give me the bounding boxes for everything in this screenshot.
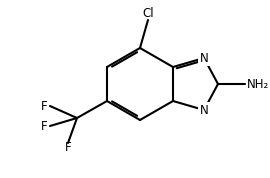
Text: Cl: Cl (142, 7, 154, 20)
Text: N: N (200, 103, 208, 116)
Text: NH₂: NH₂ (247, 77, 269, 90)
Text: F: F (65, 141, 71, 154)
Text: N: N (200, 51, 208, 64)
Text: F: F (41, 119, 48, 132)
Text: F: F (41, 100, 48, 112)
